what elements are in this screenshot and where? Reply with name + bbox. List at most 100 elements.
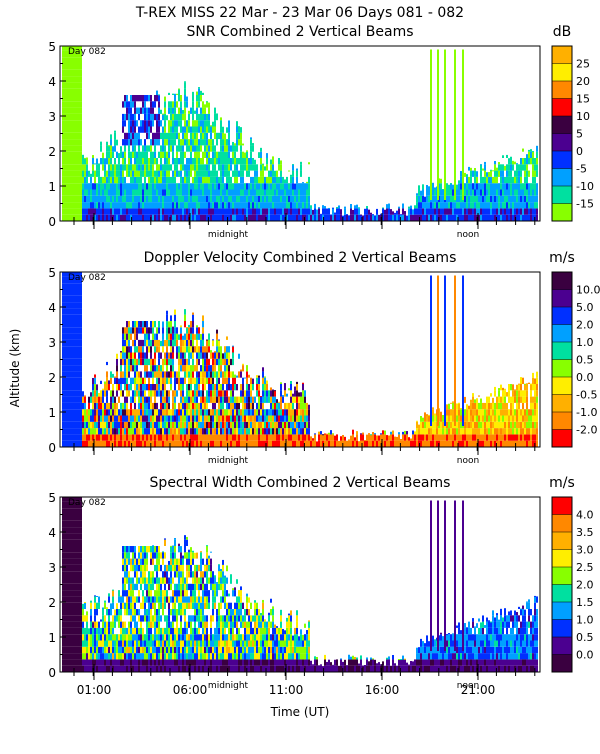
data-cell <box>184 397 186 403</box>
data-cell <box>148 114 150 120</box>
data-cell <box>526 164 528 170</box>
data-cell <box>126 171 128 177</box>
data-cell <box>204 114 206 120</box>
data-cell <box>536 146 538 152</box>
data-cell <box>186 365 188 371</box>
data-cell <box>144 378 146 384</box>
data-cell <box>498 388 500 390</box>
data-cell <box>126 434 128 440</box>
data-cell <box>142 353 144 359</box>
data-cell <box>110 416 112 422</box>
data-cell <box>78 365 80 371</box>
y-tick-label: 5 <box>48 266 56 280</box>
data-cell <box>122 164 124 170</box>
data-cell <box>74 283 76 289</box>
data-cell <box>228 378 230 384</box>
data-cell <box>150 359 152 365</box>
data-cell <box>404 211 406 215</box>
data-cell <box>234 177 236 183</box>
data-cell <box>62 308 64 314</box>
data-cell <box>136 108 138 114</box>
data-cell <box>206 171 208 177</box>
data-cell <box>144 340 146 346</box>
data-cell <box>134 409 136 415</box>
data-cell <box>414 434 416 440</box>
data-cell <box>194 422 196 428</box>
data-cell <box>202 158 204 164</box>
data-cell <box>306 196 308 202</box>
data-cell <box>176 114 178 120</box>
data-cell <box>186 208 188 214</box>
data-cell <box>78 340 80 346</box>
data-cell <box>424 208 426 214</box>
data-cell <box>526 397 528 403</box>
data-cell <box>74 327 76 333</box>
data-cell <box>456 416 458 422</box>
data-cell <box>74 57 76 63</box>
data-cell <box>256 164 258 170</box>
data-cell <box>508 177 510 183</box>
data-cell <box>426 215 428 221</box>
data-cell <box>74 371 76 377</box>
data-cell <box>222 202 224 208</box>
data-cell <box>68 145 70 151</box>
data-cell <box>174 158 176 164</box>
data-cell <box>182 152 184 158</box>
data-cell <box>308 183 310 189</box>
data-cell <box>502 403 504 409</box>
data-cell <box>416 428 418 434</box>
data-cell <box>244 215 246 221</box>
data-cell <box>532 215 534 221</box>
data-cell <box>222 139 224 145</box>
data-cell <box>260 148 262 152</box>
data-cell <box>62 422 64 428</box>
data-cell <box>198 145 200 151</box>
data-cell <box>106 409 108 415</box>
data-cell <box>126 403 128 409</box>
data-cell <box>238 428 240 434</box>
data-cell <box>156 215 158 221</box>
data-cell <box>206 340 208 346</box>
data-cell <box>518 202 520 208</box>
data-cell <box>482 403 484 409</box>
data-cell <box>140 190 142 196</box>
data-cell <box>180 340 182 346</box>
data-cell <box>176 202 178 208</box>
data-cell <box>78 378 80 384</box>
data-cell <box>528 434 530 440</box>
data-cell <box>216 158 218 164</box>
data-cell <box>158 359 160 365</box>
data-cell <box>196 403 198 409</box>
data-cell <box>80 145 82 151</box>
data-cell <box>388 208 390 214</box>
data-cell <box>64 101 66 107</box>
data-cell <box>484 441 486 447</box>
data-cell <box>520 202 522 208</box>
data-cell <box>218 158 220 164</box>
data-cell <box>310 205 312 208</box>
data-cell <box>338 208 340 214</box>
data-cell <box>146 416 148 422</box>
data-cell <box>448 208 450 214</box>
data-cell <box>138 139 140 145</box>
data-cell <box>338 205 340 208</box>
data-cell <box>514 196 516 202</box>
data-cell <box>100 202 102 208</box>
data-cell <box>190 127 192 133</box>
data-cell <box>266 164 268 170</box>
data-cell <box>252 158 254 164</box>
data-cell <box>120 409 122 415</box>
data-cell <box>190 327 192 333</box>
data-cell <box>214 215 216 221</box>
data-cell <box>80 101 82 107</box>
data-cell <box>200 334 202 340</box>
data-cell <box>74 64 76 70</box>
data-cell <box>482 441 484 447</box>
data-cell <box>186 101 188 107</box>
data-cell <box>266 177 268 183</box>
data-cell <box>178 422 180 428</box>
data-cell <box>202 441 204 447</box>
data-cell <box>488 397 490 403</box>
data-cell <box>266 397 268 403</box>
data-cell <box>216 190 218 196</box>
